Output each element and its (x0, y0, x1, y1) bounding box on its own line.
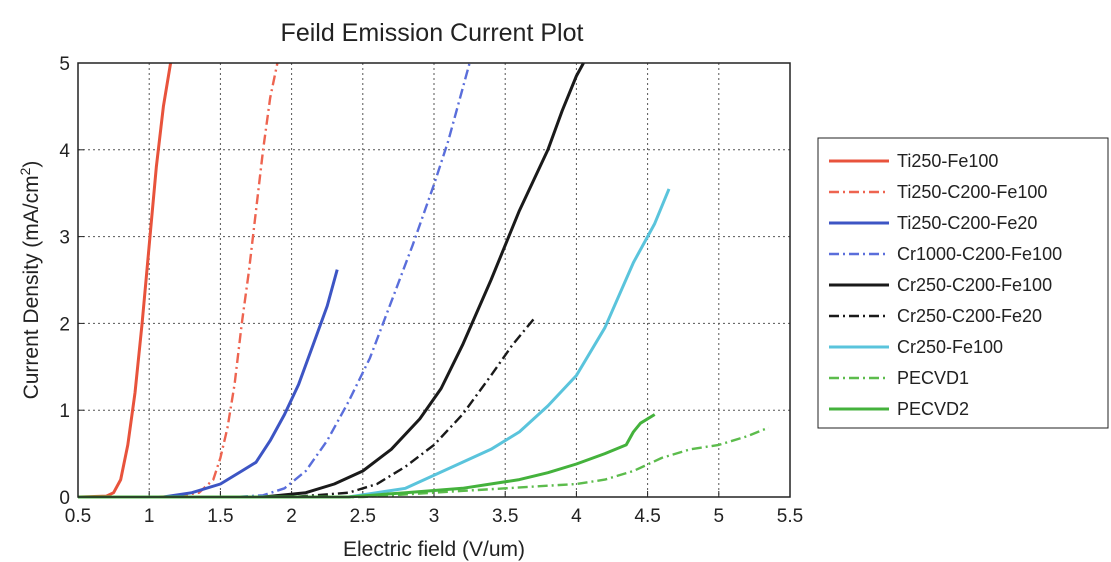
x-tick-label: 5.5 (777, 506, 803, 527)
plot-frame (77, 62, 791, 498)
chart-title: Feild Emission Current Plot (281, 19, 584, 47)
y-tick-label: 0 (59, 488, 70, 509)
legend-label: Cr250-C200-Fe20 (897, 306, 1042, 326)
legend: Ti250-Fe100 Ti250-C200-Fe100 Ti250-C200-Fe… (817, 137, 1109, 429)
x-tick-label: 0.5 (65, 506, 91, 527)
series-line-1 (77, 62, 173, 499)
x-axis-label: Electric field (V/um) (343, 538, 525, 561)
x-tick-label: 3 (429, 506, 440, 527)
x-tick-label: 4.5 (634, 506, 660, 527)
legend-label: Cr250-C200-Fe100 (897, 275, 1052, 295)
y-tick-label: 2 (59, 314, 70, 335)
x-tick-label: 5 (714, 506, 725, 527)
x-tick-label: 2 (286, 506, 297, 527)
legend-label: PECVD1 (897, 368, 969, 388)
legend-label: PECVD2 (897, 399, 969, 419)
legend-label: Cr250-Fe100 (897, 337, 1003, 357)
series-line-4 (78, 62, 471, 499)
legend-label: Ti250-C200-Fe100 (897, 182, 1047, 202)
x-tick-label: 1.5 (207, 506, 233, 527)
legend-label: Cr1000-C200-Fe100 (897, 244, 1062, 264)
series-lines (77, 62, 770, 499)
series-line-6 (78, 318, 535, 499)
axis-ticks: 0.5 1 1.5 2 2.5 3 3.5 4 4.5 5 5.5 0 1 2 3 4 5 (59, 54, 803, 527)
y-axis-label-superscript: 2 (17, 167, 33, 175)
series-line-3 (78, 269, 339, 499)
y-tick-label: 1 (59, 401, 70, 422)
x-tick-label: 4 (571, 506, 582, 527)
x-tick-label: 3.5 (492, 506, 518, 527)
x-tick-label: 1 (144, 506, 155, 527)
series-line-2 (78, 62, 279, 499)
x-tick-label: 2.5 (350, 506, 376, 527)
series-line-8 (78, 426, 770, 499)
y-axis-label-end: ) (20, 161, 43, 168)
y-tick-label: 5 (59, 54, 70, 75)
y-tick-label: 4 (59, 141, 70, 162)
series-line-7 (78, 188, 671, 499)
series-line-5 (78, 62, 585, 499)
legend-label: Ti250-C200-Fe20 (897, 213, 1037, 233)
grid (78, 63, 790, 497)
legend-label: Ti250-Fe100 (897, 151, 998, 171)
y-tick-label: 3 (59, 228, 70, 249)
y-axis-label: Current Density (mA/cm2) (17, 161, 43, 400)
legend-box (817, 137, 1109, 429)
series-line-9 (78, 413, 656, 499)
